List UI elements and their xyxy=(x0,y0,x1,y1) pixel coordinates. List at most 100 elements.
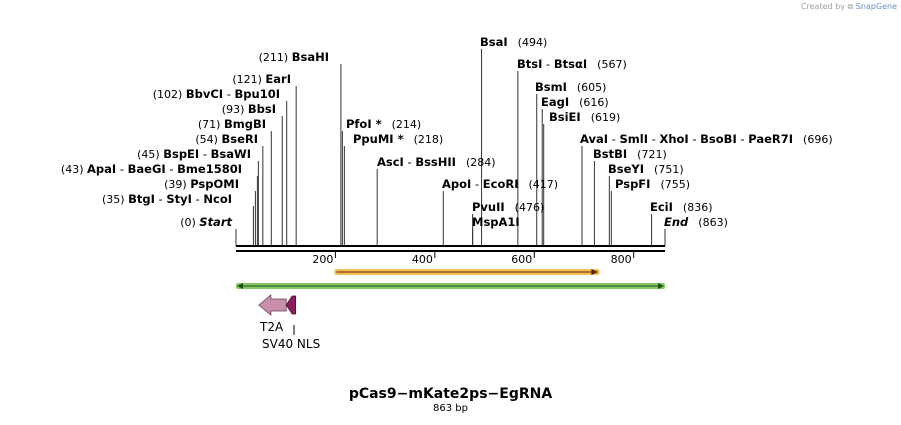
credit-prefix: Created by xyxy=(800,2,845,11)
site-bp-pspomi: (39) xyxy=(164,178,190,191)
sv40-nls-label: SV40 NLS xyxy=(262,337,320,351)
green-feature-arrowhead-left xyxy=(237,283,243,289)
enzyme-name-start-0: Start xyxy=(199,215,232,229)
site-bp-asci: (284) xyxy=(466,156,496,169)
site-label-bsahi: (211) BsaHI xyxy=(259,50,329,64)
site-bp-pfoi: (214) xyxy=(392,118,422,131)
site-bp-bseri: (54) xyxy=(195,133,221,146)
enzyme-name-apai-1: BaeGI xyxy=(128,162,166,176)
enzyme-name-bsai-0: BsaI xyxy=(480,35,508,49)
green-feature-arrowhead-right xyxy=(658,283,664,289)
enzyme-name-end-0: End xyxy=(664,215,689,229)
ruler-label-200: 200 xyxy=(312,253,333,266)
site-label-pfoi: PfoI * (214) xyxy=(346,117,421,131)
enzyme-name-avai-3: BsoBI xyxy=(700,132,737,146)
site-bp-bsai: (494) xyxy=(518,36,548,49)
enzyme-name-bseyi-0: BseYI xyxy=(608,162,644,176)
site-bp-eari: (121) xyxy=(232,73,265,86)
enzyme-name-ecii-0: EciI xyxy=(650,200,673,214)
ruler-label-600: 600 xyxy=(511,253,532,266)
ruler: 200 400 600 800 xyxy=(312,251,635,266)
site-label-bbvci: (102) BbvCI - Bpu10I xyxy=(153,87,280,101)
site-label-btgi: (35) BtgI - StyI - NcoI xyxy=(102,192,232,206)
enzyme-name-btgi-2: NcoI xyxy=(203,192,232,206)
enzyme-name-btgi-1: StyI xyxy=(166,192,192,206)
site-separator: - xyxy=(223,87,234,101)
site-separator: - xyxy=(737,132,748,146)
enzyme-name-avai-1: SmlI xyxy=(620,132,649,146)
enzyme-name-bspei-1: BsaWI xyxy=(211,147,251,161)
enzyme-name-bbvci-0: BbvCI xyxy=(186,87,223,101)
enzyme-name-avai-4: PaeR7I xyxy=(748,132,793,146)
enzyme-name-eagi-0: EagI xyxy=(541,95,569,109)
features: T2A SV40 NLS xyxy=(236,269,665,351)
enzyme-name-apai-0: ApaI xyxy=(87,162,116,176)
site-label-pspfi: PspFI (755) xyxy=(615,177,690,191)
site-bp-bsmi: (605) xyxy=(577,81,607,94)
site-bp-start: (0) xyxy=(180,216,199,229)
site-separator: - xyxy=(608,132,619,146)
enzyme-name-asci-0: AscI xyxy=(377,155,404,169)
site-label-ppumi: PpuMI * (218) xyxy=(353,132,443,146)
site-separator: - xyxy=(471,177,482,191)
enzyme-name-apoi-0: ApoI xyxy=(442,177,471,191)
site-label-btsi: BtsI - BtsαI (567) xyxy=(517,57,627,71)
enzyme-name-apai-2: Bme1580I xyxy=(177,162,242,176)
site-bp-bseyi: (751) xyxy=(654,163,684,176)
site-lines xyxy=(235,49,666,246)
site-separator: - xyxy=(404,155,415,169)
site-bp-avai: (696) xyxy=(803,133,833,146)
snapgene-logo-icon: ⧉ xyxy=(847,2,854,11)
enzyme-name-pfoi-0: PfoI * xyxy=(346,117,382,131)
site-label-mspa1i: MspA1I xyxy=(472,215,520,229)
site-bp-bmgbi: (71) xyxy=(198,118,224,131)
t2a-label: T2A xyxy=(259,320,284,334)
site-label-bsmi: BsmI (605) xyxy=(535,80,606,94)
site-separator: - xyxy=(192,192,203,206)
snapgene-credit: Created by ⧉ SnapGene xyxy=(801,2,897,12)
site-label-start: (0) Start xyxy=(180,215,232,229)
site-label-ecii: EciI (836) xyxy=(650,200,713,214)
map-title: pCas9−mKate2ps−EgRNA xyxy=(348,386,553,402)
enzyme-name-mspa1i-0: MspA1I xyxy=(472,215,520,229)
site-separator: - xyxy=(155,192,166,206)
sv40-nls-feature-arrow xyxy=(285,295,297,315)
enzyme-name-bbsi-0: BbsI xyxy=(248,102,276,116)
enzyme-name-bsmi-0: BsmI xyxy=(535,80,567,94)
site-label-avai: AvaI - SmlI - XhoI - BsoBI - PaeR7I (696) xyxy=(580,132,833,146)
enzyme-name-asci-1: BssHII xyxy=(415,155,456,169)
map-length: 863 bp xyxy=(433,403,468,414)
site-bp-bbvci: (102) xyxy=(153,88,186,101)
enzyme-name-pspfi-0: PspFI xyxy=(615,177,650,191)
site-labels: (0) Start (35) BtgI - StyI - NcoI(39) Psp… xyxy=(61,35,833,229)
site-label-bbsi: (93) BbsI xyxy=(222,102,276,116)
site-label-bseri: (54) BseRI xyxy=(195,132,258,146)
site-separator: - xyxy=(116,162,127,176)
site-bp-btsi: (567) xyxy=(597,58,627,71)
enzyme-name-bsiei-0: BsiEI xyxy=(549,110,581,124)
site-bp-pspfi: (755) xyxy=(660,178,690,191)
site-separator: - xyxy=(542,57,553,71)
enzyme-name-pvuii-0: PvuII xyxy=(472,200,505,214)
site-separator: - xyxy=(689,132,700,146)
site-label-eari: (121) EarI xyxy=(232,72,291,86)
site-bp-ppumi: (218) xyxy=(414,133,444,146)
enzyme-name-eari-0: EarI xyxy=(265,72,291,86)
site-label-pspomi: (39) PspOMI xyxy=(164,177,239,191)
site-label-end: End (863) xyxy=(664,215,728,229)
site-bp-ecii: (836) xyxy=(683,201,713,214)
site-bp-eagi: (616) xyxy=(579,96,609,109)
site-label-asci: AscI - BssHII (284) xyxy=(377,155,496,169)
site-label-eagi: EagI (616) xyxy=(541,95,609,109)
enzyme-name-bmgbi-0: BmgBI xyxy=(224,117,266,131)
credit-brand: SnapGene xyxy=(855,2,897,11)
site-bp-bsahi: (211) xyxy=(259,51,292,64)
enzyme-name-bspei-0: BspEI xyxy=(163,147,199,161)
enzyme-name-btsi-1: BtsαI xyxy=(554,57,587,71)
site-label-bseyi: BseYI (751) xyxy=(608,162,684,176)
site-label-apoi: ApoI - EcoRI (417) xyxy=(442,177,558,191)
site-bp-apoi: (417) xyxy=(529,178,559,191)
site-label-bstbi: BstBI (721) xyxy=(593,147,667,161)
site-label-bspei: (45) BspEI - BsaWI xyxy=(137,147,251,161)
site-separator: - xyxy=(648,132,659,146)
